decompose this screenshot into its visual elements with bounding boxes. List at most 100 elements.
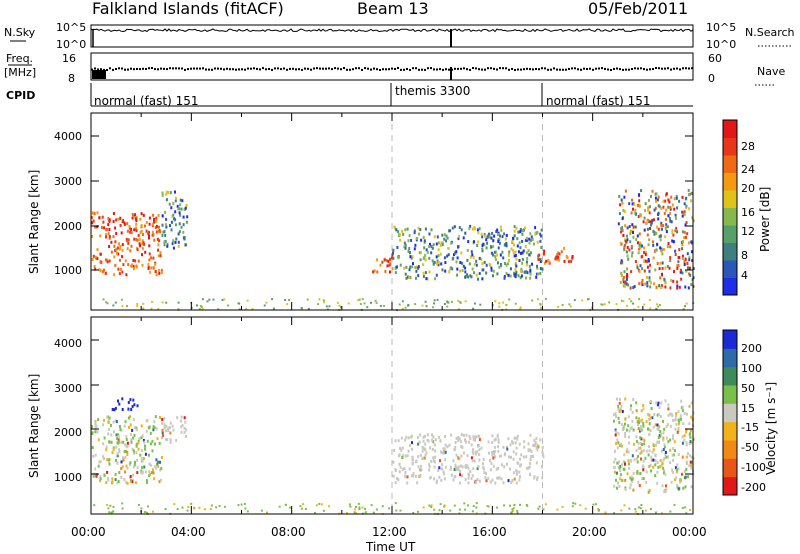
data-cell bbox=[543, 261, 546, 265]
data-cell bbox=[111, 480, 114, 484]
data-cell bbox=[183, 431, 186, 434]
data-cell bbox=[169, 431, 172, 435]
data-cell bbox=[623, 504, 626, 507]
colorbar-step bbox=[723, 137, 737, 156]
data-cell bbox=[536, 477, 539, 481]
data-cell bbox=[408, 234, 411, 238]
data-cell bbox=[443, 504, 446, 507]
data-cell bbox=[102, 442, 105, 446]
data-cell bbox=[497, 467, 500, 470]
data-cell bbox=[618, 195, 621, 198]
data-cell bbox=[399, 233, 401, 237]
data-cell bbox=[621, 423, 624, 427]
data-cell bbox=[619, 408, 622, 412]
freq-point bbox=[316, 67, 318, 70]
data-cell bbox=[149, 431, 152, 435]
data-cell bbox=[135, 222, 138, 226]
data-cell bbox=[529, 472, 531, 476]
data-cell bbox=[470, 443, 473, 447]
data-cell bbox=[453, 225, 456, 229]
data-cell bbox=[155, 466, 157, 470]
data-cell bbox=[155, 427, 158, 431]
data-cell bbox=[677, 487, 680, 491]
data-cell bbox=[175, 237, 178, 241]
data-cell bbox=[631, 223, 634, 227]
data-cell bbox=[663, 427, 666, 431]
data-cell bbox=[669, 212, 672, 215]
data-cell bbox=[414, 266, 417, 269]
data-cell bbox=[447, 253, 450, 257]
data-cell bbox=[430, 506, 433, 508]
freq-point bbox=[541, 67, 543, 70]
data-cell bbox=[168, 426, 171, 430]
data-cell bbox=[114, 226, 117, 230]
data-cell bbox=[144, 511, 147, 513]
data-cell bbox=[626, 234, 629, 238]
data-cell bbox=[603, 303, 606, 306]
data-cell bbox=[486, 234, 489, 238]
data-cell bbox=[493, 438, 496, 442]
data-cell bbox=[136, 238, 139, 242]
data-cell bbox=[144, 447, 147, 451]
freq-point bbox=[94, 67, 96, 70]
data-cell bbox=[628, 429, 631, 433]
data-cell bbox=[119, 244, 122, 248]
freq-point bbox=[457, 67, 459, 70]
data-cell bbox=[647, 219, 650, 223]
data-cell bbox=[491, 304, 494, 307]
colorbar-step bbox=[723, 421, 737, 441]
data-cell bbox=[159, 416, 161, 419]
colorbar-step bbox=[723, 172, 737, 191]
data-cell bbox=[675, 468, 678, 472]
data-cell bbox=[163, 426, 166, 430]
data-cell bbox=[127, 241, 130, 245]
data-cell bbox=[510, 511, 513, 514]
vel-cbar-tick-m200: -200 bbox=[741, 481, 766, 494]
data-cell bbox=[665, 208, 668, 212]
data-cell bbox=[114, 472, 117, 476]
data-cell bbox=[658, 284, 661, 288]
data-cell bbox=[632, 471, 635, 475]
data-cell bbox=[163, 416, 166, 420]
data-cell bbox=[679, 270, 682, 274]
data-cell bbox=[133, 426, 136, 430]
data-cell bbox=[479, 303, 482, 306]
data-cell bbox=[544, 503, 547, 506]
freq-point bbox=[640, 67, 642, 70]
data-cell bbox=[418, 440, 421, 444]
data-cell bbox=[676, 230, 679, 234]
data-cell bbox=[140, 229, 143, 233]
data-cell bbox=[624, 280, 627, 284]
data-cell bbox=[673, 197, 676, 201]
data-cell bbox=[424, 453, 427, 457]
freq-point bbox=[346, 68, 348, 71]
data-cell bbox=[652, 243, 655, 247]
data-cell bbox=[165, 225, 168, 229]
data-cell bbox=[125, 449, 128, 453]
data-cell bbox=[430, 251, 433, 255]
data-cell bbox=[653, 208, 656, 212]
data-cell bbox=[675, 194, 678, 198]
freq-point bbox=[310, 68, 312, 71]
data-cell bbox=[503, 453, 506, 457]
velocity-ytick-1000: 1000 bbox=[54, 471, 82, 484]
nave-bar bbox=[96, 70, 98, 79]
data-cell bbox=[338, 304, 341, 307]
data-cell bbox=[690, 240, 693, 244]
data-cell bbox=[462, 264, 465, 268]
data-cell bbox=[395, 228, 398, 232]
data-cell bbox=[376, 258, 379, 262]
data-cell bbox=[608, 301, 611, 304]
data-cell bbox=[206, 300, 209, 303]
data-cell bbox=[554, 257, 557, 261]
data-cell bbox=[478, 448, 481, 452]
data-cell bbox=[501, 250, 504, 254]
data-cell bbox=[108, 235, 111, 239]
data-cell bbox=[96, 211, 99, 215]
data-cell bbox=[238, 308, 241, 311]
data-cell bbox=[148, 252, 151, 256]
data-cell bbox=[648, 465, 651, 468]
data-cell bbox=[529, 458, 532, 461]
power-ytick-4000: 4000 bbox=[54, 130, 82, 143]
data-cell bbox=[134, 226, 137, 230]
